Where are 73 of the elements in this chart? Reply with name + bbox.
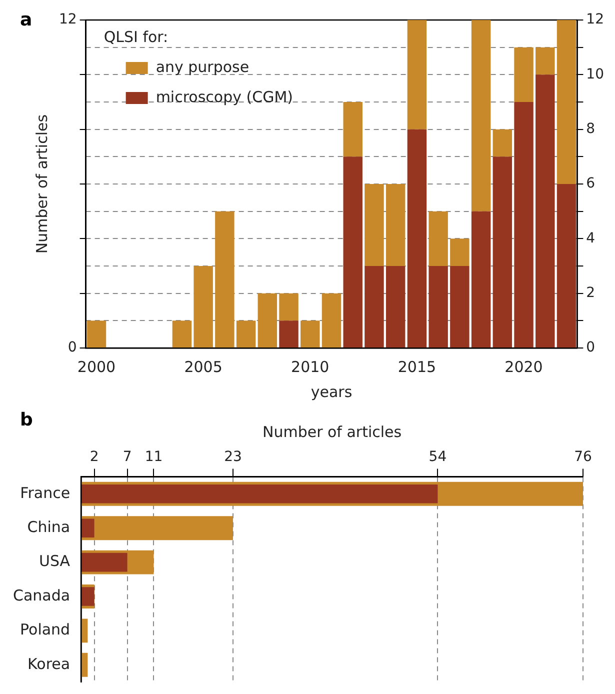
y-tick-label: Korea (28, 654, 70, 673)
y-tick-label: USA (39, 552, 71, 570)
x-tick-label: 76 (574, 449, 592, 466)
x-tick-label: 2 (90, 449, 99, 466)
y2-tick-label: 0 (586, 340, 596, 356)
bar (407, 20, 427, 130)
bar (300, 320, 320, 348)
bar (386, 266, 406, 348)
y2-tick-label: 10 (586, 66, 604, 82)
x-tick-label: 2020 (504, 358, 543, 376)
x-tick-label: 23 (224, 449, 242, 466)
bar (364, 266, 384, 348)
legend-label: any purpose (156, 58, 250, 76)
bar (279, 320, 298, 348)
bar (343, 102, 362, 157)
bar (471, 211, 491, 348)
bar (86, 320, 106, 348)
y2-tick-label: 6 (586, 176, 596, 192)
legend-title: QLSI for: (104, 28, 168, 46)
y-tick-label: France (20, 484, 70, 502)
bar (492, 156, 512, 348)
bar (386, 184, 406, 266)
x-tick-label: 7 (122, 449, 132, 466)
bar (536, 74, 555, 348)
bar (407, 129, 427, 348)
bar (236, 320, 256, 348)
y2-tick-label: 2 (586, 284, 596, 301)
bar (514, 102, 534, 348)
chart-title: a (20, 10, 32, 31)
y2-tick-label: 8 (586, 120, 596, 137)
x-tick-label: 54 (428, 449, 447, 466)
chart-title: b (20, 410, 33, 431)
x-axis-title: Number of articles (262, 422, 402, 441)
bar (172, 320, 192, 348)
x-tick-label: 2000 (77, 358, 116, 376)
y2-tick-label: 4 (586, 230, 596, 246)
y-tick-label: Poland (20, 620, 70, 639)
y-tick-label: 0 (68, 340, 77, 356)
bar (536, 47, 555, 75)
bar (322, 293, 342, 348)
bar (81, 516, 233, 540)
legend-label: microscopy (CGM) (156, 88, 294, 106)
x-tick-label: 2005 (184, 358, 222, 376)
bar (428, 266, 448, 348)
bar (450, 238, 470, 266)
bar (81, 552, 128, 572)
bar (215, 211, 234, 348)
y-tick-label: China (27, 518, 70, 536)
x-tick-label: 2010 (291, 358, 330, 376)
bar (81, 518, 94, 538)
bar (81, 484, 438, 504)
bar (81, 587, 94, 606)
bar (471, 20, 491, 212)
x-tick-label: 11 (144, 449, 163, 466)
y2-tick-label: 12 (586, 12, 604, 28)
x-axis-title: years (310, 382, 352, 401)
x-tick-label: 2015 (398, 358, 436, 376)
bar (194, 266, 213, 348)
y-tick-label: 12 (58, 12, 77, 28)
bar (258, 293, 278, 348)
bar (492, 129, 512, 157)
bar (450, 266, 470, 348)
bar (81, 618, 88, 643)
bar (514, 47, 534, 102)
bar (428, 211, 448, 266)
bar (556, 184, 576, 348)
bar (279, 293, 298, 321)
y-axis-title: Number of articles (32, 114, 51, 254)
y-tick-label: Canada (13, 586, 70, 604)
bar (343, 156, 362, 348)
bar (364, 184, 384, 266)
bar (81, 652, 88, 677)
bar (556, 20, 576, 184)
